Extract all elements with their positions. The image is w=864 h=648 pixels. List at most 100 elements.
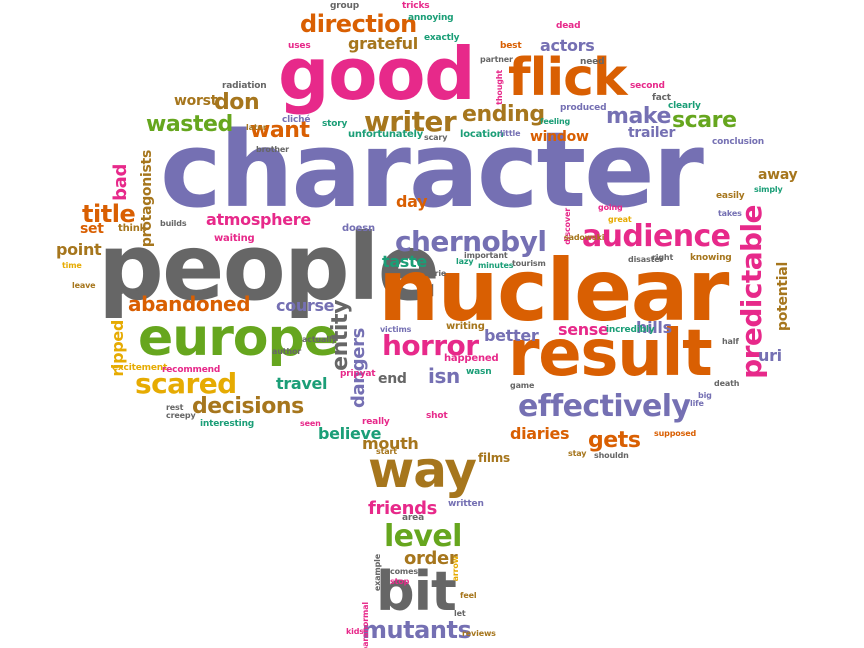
cloud-word: actors <box>540 36 595 55</box>
cloud-word: big <box>698 391 712 400</box>
cloud-word: effectively <box>518 389 691 424</box>
cloud-word: start <box>376 447 397 456</box>
cloud-word: victims <box>380 325 412 334</box>
cloud-word: point <box>56 240 102 259</box>
cloud-word: area <box>402 513 424 523</box>
cloud-word: make <box>606 104 671 129</box>
cloud-word: best <box>500 41 522 51</box>
cloud-word: character <box>160 109 704 231</box>
cloud-word: creepy <box>166 411 196 420</box>
cloud-word: sense <box>558 320 609 339</box>
cloud-word: going <box>598 203 623 212</box>
cloud-word: leave <box>72 281 96 290</box>
cloud-word: trailer <box>628 125 676 141</box>
cloud-word: order <box>404 548 458 569</box>
cloud-word: brother <box>256 145 289 154</box>
cloud-word: tourism <box>512 259 546 268</box>
cloud-word: produced <box>560 103 607 113</box>
cloud-word: cliché <box>282 115 311 125</box>
cloud-word: rest <box>166 403 184 412</box>
cloud-word: sadowski <box>564 233 605 242</box>
cloud-word: comes <box>390 567 418 576</box>
cloud-word: abandoned <box>128 292 251 316</box>
cloud-word: disaster <box>628 255 664 264</box>
cloud-word: mouth <box>362 434 419 453</box>
cloud-word: author <box>272 347 302 356</box>
cloud-word: potential <box>775 262 791 332</box>
cloud-word: conclusion <box>712 137 764 147</box>
cloud-word: don <box>214 90 260 115</box>
cloud-word: scary <box>424 133 448 142</box>
cloud-word: think <box>118 223 147 234</box>
cloud-word: annoying <box>408 13 454 23</box>
cloud-word: direction <box>300 10 417 38</box>
cloud-word: arrow <box>451 556 460 582</box>
cloud-word: set <box>80 221 104 237</box>
cloud-word: ending <box>462 102 545 127</box>
cloud-word: time <box>62 261 82 270</box>
cloud-word: taste <box>382 252 427 271</box>
cloud-word: scared <box>135 367 237 400</box>
cloud-word: death <box>714 379 740 388</box>
cloud-word: really <box>362 417 390 427</box>
cloud-word: nuclear <box>378 241 729 341</box>
cloud-word: stop <box>390 577 410 586</box>
cloud-word: course <box>276 296 335 315</box>
cloud-word: want <box>250 118 310 143</box>
cloud-word: written <box>448 499 484 509</box>
cloud-word: life <box>690 399 704 408</box>
cloud-word: decisions <box>192 394 304 419</box>
cloud-word: partner <box>480 55 513 64</box>
cloud-word: dangers <box>348 328 369 409</box>
cloud-word: literally <box>118 287 152 296</box>
cloud-word: simply <box>754 185 783 194</box>
cloud-word: better <box>484 326 539 345</box>
cloud-word: knowing <box>690 253 732 263</box>
cloud-word: level <box>384 519 462 554</box>
cloud-word: diaries <box>510 424 570 443</box>
cloud-word: europe <box>138 308 339 368</box>
cloud-word: need <box>580 57 605 67</box>
cloud-word: writer <box>364 105 457 138</box>
cloud-word: people <box>98 214 440 321</box>
cloud-word: later <box>246 123 267 132</box>
cloud-word: gets <box>588 428 641 453</box>
cloud-word: day <box>396 192 428 211</box>
cloud-word: second <box>630 81 665 91</box>
cloud-word: flick <box>508 48 628 108</box>
cloud-word: bit <box>376 560 457 623</box>
cloud-word: worst <box>174 93 218 109</box>
cloud-word: shouldn <box>594 451 629 460</box>
cloud-word: radiation <box>222 81 267 91</box>
cloud-word: little <box>500 129 521 138</box>
cloud-word: wasted <box>146 112 233 137</box>
cloud-word: grateful <box>348 34 418 53</box>
cloud-word: end <box>378 371 407 387</box>
cloud-word: audience <box>582 219 731 254</box>
cloud-word: story <box>322 119 348 129</box>
cloud-word: kids <box>346 627 364 636</box>
cloud-word: let <box>454 609 466 618</box>
cloud-word: writing <box>446 321 485 332</box>
cloud-word: builds <box>160 219 187 228</box>
cloud-word: minutes <box>478 261 514 270</box>
cloud-word: fact <box>652 93 671 103</box>
cloud-word: game <box>510 381 535 390</box>
cloud-word: great <box>608 215 632 224</box>
cloud-word: isn <box>428 364 460 388</box>
cloud-word: shot <box>426 411 448 421</box>
cloud-word: supposed <box>654 429 697 438</box>
cloud-word: interesting <box>200 419 255 429</box>
cloud-word: takes <box>718 209 742 218</box>
cloud-word: uses <box>288 41 311 51</box>
cloud-word: window <box>530 129 589 145</box>
cloud-word: clearly <box>668 101 701 111</box>
cloud-word: result <box>508 317 713 391</box>
cloud-word: recommend <box>162 365 221 375</box>
cloud-word: waiting <box>214 233 255 244</box>
cloud-word: doesn <box>342 223 375 234</box>
cloud-word: important <box>464 251 508 260</box>
cloud-word: stay <box>568 449 587 458</box>
cloud-word: location <box>460 129 504 140</box>
